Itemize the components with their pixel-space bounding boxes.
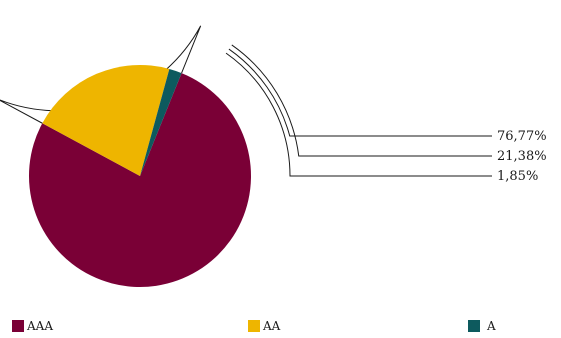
legend-item-aa: AA (248, 318, 280, 334)
legend-item-a: A (468, 318, 496, 334)
legend-item-aaa: AAA (12, 318, 53, 334)
value-label-a: 1,85% (497, 169, 538, 184)
legend-swatch-a (468, 320, 480, 332)
pie-slice-aaa (28, 73, 251, 287)
value-labels: 76,77% 21,38% 1,85% (497, 129, 547, 184)
legend-swatch-aaa (12, 320, 24, 332)
legend-label-aa: AA (263, 319, 281, 333)
pie-slice-a (140, 68, 182, 176)
legend-swatch-aa (248, 320, 260, 332)
leader-line-aa (231, 44, 492, 157)
leader-line-a (225, 52, 492, 177)
pie-slice-aa (42, 64, 170, 176)
leader-line-aaa (228, 48, 492, 137)
legend-label-aaa: AAA (27, 319, 53, 333)
value-label-aa: 21,38% (497, 149, 547, 164)
legend-label-a: A (487, 319, 496, 333)
value-label-aaa: 76,77% (497, 129, 547, 144)
pie-slices (28, 64, 251, 287)
